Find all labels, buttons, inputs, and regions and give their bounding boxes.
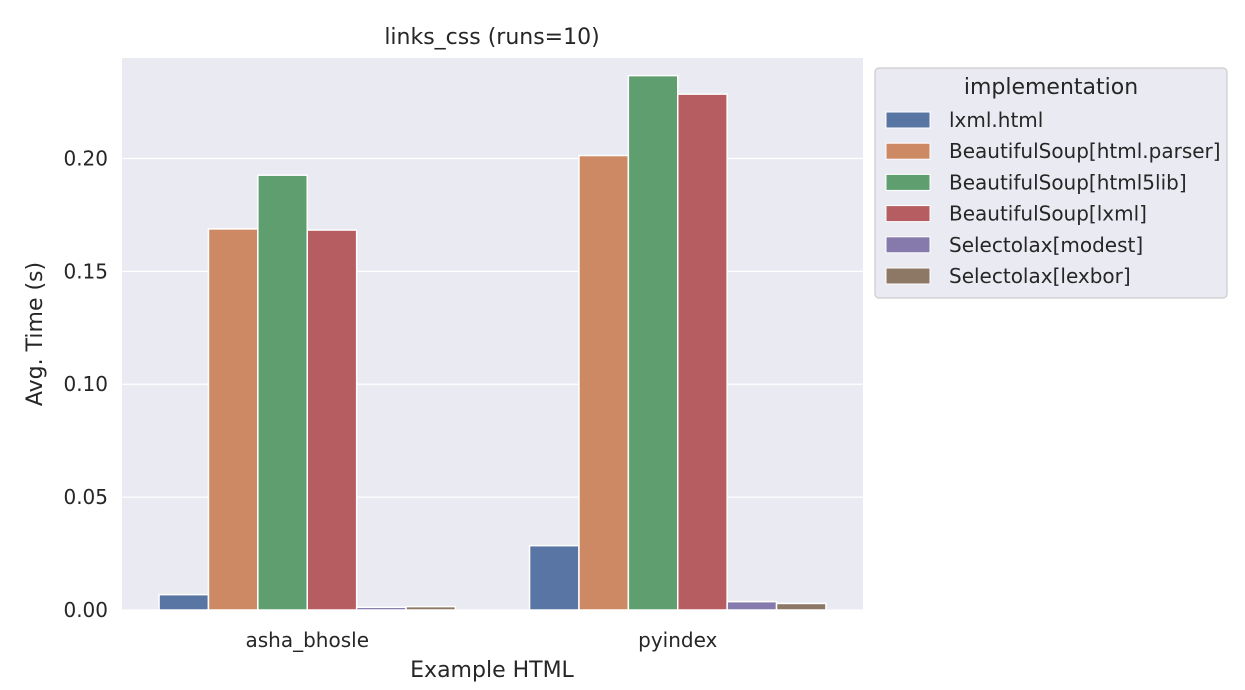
y-tick-label: 0.05 xyxy=(63,485,108,509)
bar xyxy=(306,229,358,611)
x-tick-label: pyindex xyxy=(638,628,717,652)
legend-box xyxy=(874,67,1228,299)
bars xyxy=(158,74,827,611)
bar xyxy=(158,593,210,611)
legend-swatch xyxy=(885,205,931,223)
legend-label: Selectolax[modest] xyxy=(949,233,1143,257)
legend: implementation lxml.html BeautifulSoup[ht… xyxy=(874,67,1228,299)
legend-entries: lxml.html BeautifulSoup[html.parser] Beaut… xyxy=(885,108,1221,288)
bar xyxy=(726,600,778,611)
legend-label: Selectolax[lexbor] xyxy=(949,264,1131,288)
x-tick-label: asha_bhosle xyxy=(246,628,370,652)
legend-swatch xyxy=(885,111,931,129)
y-tick-label: 0.10 xyxy=(63,372,108,396)
legend-label: BeautifulSoup[html.parser] xyxy=(949,139,1221,163)
y-axis-label: Avg. Time (s) xyxy=(23,262,48,406)
legend-label: BeautifulSoup[html5lib] xyxy=(949,170,1187,194)
bar xyxy=(405,605,457,611)
chart-title: links_css (runs=10) xyxy=(384,25,599,50)
bar xyxy=(355,606,407,611)
bar xyxy=(207,228,259,611)
x-ticks: asha_bhosle pyindex xyxy=(246,628,718,652)
legend-swatch xyxy=(885,267,931,285)
bar xyxy=(627,74,679,611)
y-ticks: 0.00 0.05 0.10 0.15 0.20 xyxy=(63,146,108,622)
bar xyxy=(257,174,309,611)
legend-swatch xyxy=(885,173,931,191)
legend-title: implementation xyxy=(964,75,1138,100)
bar xyxy=(528,544,580,611)
bar xyxy=(578,154,630,611)
legend-swatch xyxy=(885,236,931,254)
legend-label: lxml.html xyxy=(949,108,1043,132)
bar xyxy=(677,93,728,611)
x-axis-label: Example HTML xyxy=(410,658,574,683)
y-tick-label: 0.00 xyxy=(63,598,108,622)
y-tick-label: 0.15 xyxy=(63,259,108,283)
y-tick-label: 0.20 xyxy=(63,146,108,170)
legend-swatch xyxy=(885,142,931,160)
bar xyxy=(775,602,827,611)
legend-label: BeautifulSoup[lxml] xyxy=(949,202,1147,226)
